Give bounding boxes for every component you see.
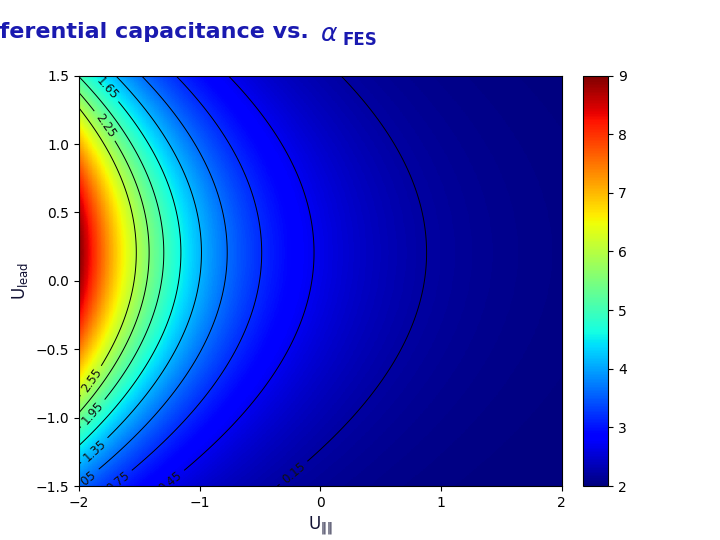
Text: 1.95: 1.95 [79, 399, 107, 428]
Text: $\alpha$: $\alpha$ [320, 22, 338, 45]
Text: 0.45: 0.45 [156, 469, 184, 495]
X-axis label: $\mathregular{U_{\|\|}}$: $\mathregular{U_{\|\|}}$ [308, 515, 333, 537]
Text: 2.55: 2.55 [78, 367, 104, 395]
Text: 2.25: 2.25 [92, 111, 118, 140]
Y-axis label: $\mathregular{U_{lead}}$: $\mathregular{U_{lead}}$ [10, 262, 30, 300]
Text: 0.75: 0.75 [104, 469, 132, 495]
Text: 1.35: 1.35 [81, 437, 109, 464]
Text: 1.05: 1.05 [71, 468, 99, 494]
Text: Differential capacitance vs.: Differential capacitance vs. [0, 22, 317, 42]
Text: 1.65: 1.65 [93, 74, 120, 102]
Text: FES: FES [342, 31, 377, 49]
Text: 0.15: 0.15 [279, 460, 307, 487]
